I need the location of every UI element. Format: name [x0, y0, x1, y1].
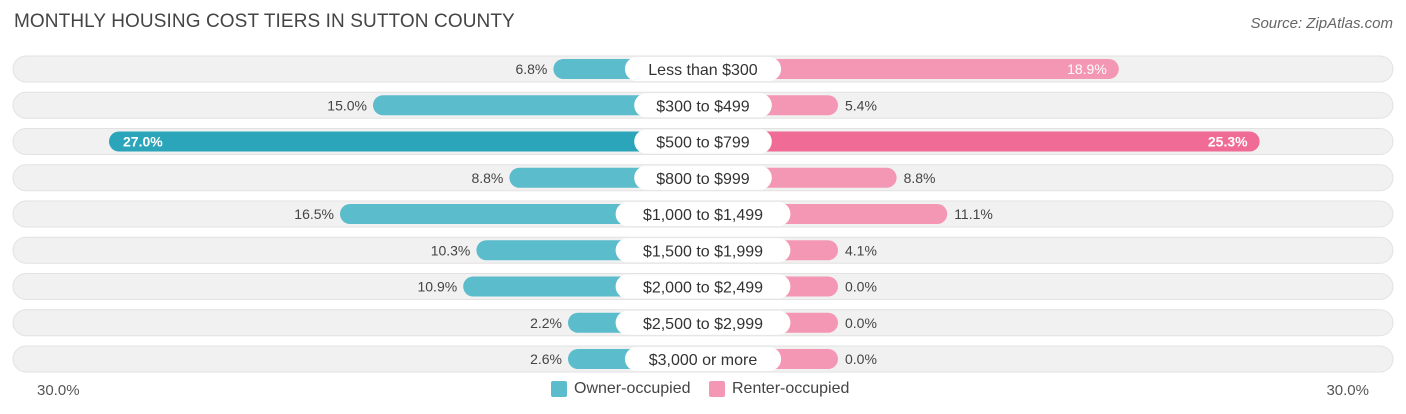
- owner-value-label: 8.8%: [471, 170, 503, 186]
- owner-bar: [109, 131, 703, 152]
- owner-value-label: 16.5%: [294, 206, 334, 222]
- axis-right-label: 30.0%: [1326, 382, 1369, 399]
- owner-value-label: 10.9%: [417, 279, 457, 295]
- chart-title: MONTHLY HOUSING COST TIERS IN SUTTON COU…: [14, 11, 515, 32]
- owner-value-label: 2.2%: [530, 315, 562, 331]
- renter-value-label: 8.8%: [904, 170, 936, 186]
- renter-value-label: 11.1%: [954, 206, 993, 222]
- category-pill: [634, 129, 772, 154]
- category-pill: [615, 238, 791, 263]
- category-label: $1,500 to $1,999: [643, 243, 763, 260]
- category-label: $300 to $499: [656, 98, 750, 115]
- owner-bar: [340, 204, 703, 224]
- renter-value-label: 4.1%: [845, 242, 877, 258]
- owner-value-label: 27.0%: [123, 134, 163, 150]
- owner-value-label: 6.8%: [515, 61, 547, 77]
- legend-owner-swatch: [551, 381, 567, 397]
- category-pill: [634, 165, 772, 190]
- category-label: $2,000 to $2,499: [643, 280, 763, 297]
- renter-value-label: 0.0%: [845, 351, 877, 367]
- category-pill: [634, 93, 772, 118]
- renter-bar: [703, 59, 1119, 79]
- category-label: $3,000 or more: [649, 352, 758, 369]
- legend-owner: Owner-occupied: [551, 380, 691, 398]
- legend-owner-label: Owner-occupied: [574, 380, 691, 397]
- category-pill: [615, 310, 791, 335]
- owner-value-label: 2.6%: [530, 351, 562, 367]
- category-label: Less than $300: [648, 62, 758, 79]
- renter-value-label: 25.3%: [1208, 134, 1248, 150]
- category-pill: [624, 347, 782, 371]
- category-pill: [615, 202, 791, 226]
- chart: Less than $300 6.8% 18.9% $300 to $499 15.0%…: [12, 55, 1394, 373]
- legend-renter: Renter-occupied: [709, 380, 849, 398]
- legend: Owner-occupied Renter-occupied: [0, 380, 1406, 400]
- category-label: $800 to $999: [656, 171, 750, 188]
- legend-renter-swatch: [709, 381, 725, 397]
- owner-bar: [373, 95, 703, 116]
- category-label: $1,000 to $1,499: [643, 207, 763, 224]
- source-label: Source: ZipAtlas.com: [1250, 15, 1393, 32]
- owner-value-label: 10.3%: [431, 242, 471, 258]
- owner-value-label: 15.0%: [327, 97, 367, 113]
- category-label: $500 to $799: [656, 135, 750, 152]
- category-label: $2,500 to $2,999: [643, 316, 763, 333]
- renter-value-label: 5.4%: [845, 97, 877, 113]
- renter-value-label: 0.0%: [845, 315, 877, 331]
- category-pill: [615, 274, 791, 299]
- renter-bar: [703, 131, 1260, 152]
- axis-left-label: 30.0%: [37, 382, 80, 399]
- category-pill: [624, 57, 782, 81]
- legend-renter-label: Renter-occupied: [732, 380, 850, 397]
- renter-value-label: 0.0%: [845, 279, 877, 295]
- renter-value-label: 18.9%: [1067, 61, 1107, 77]
